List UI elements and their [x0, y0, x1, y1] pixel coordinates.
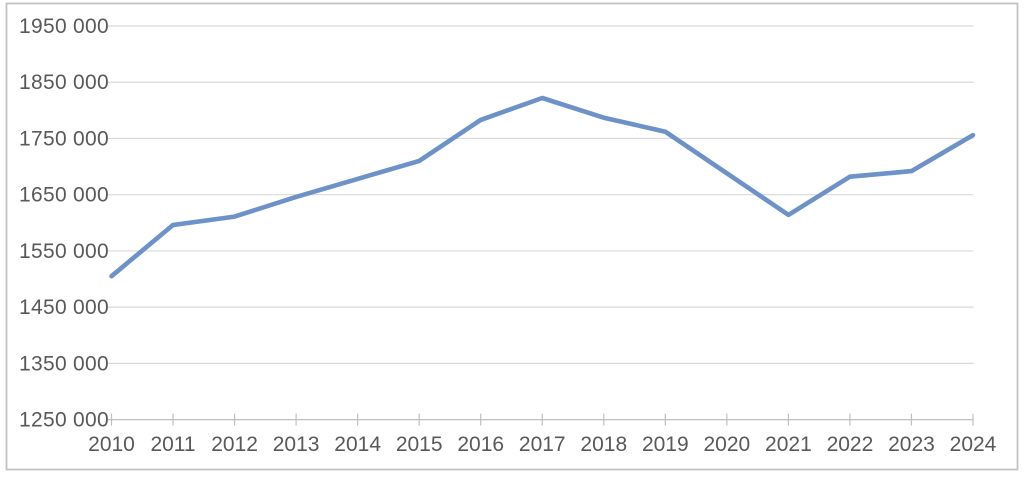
x-axis-tick-label: 2021: [765, 433, 812, 456]
y-axis-tick-label: 1750 000: [19, 127, 109, 150]
x-axis-tick-label: 2020: [703, 433, 750, 456]
y-axis-tick-label: 1850 000: [19, 71, 109, 94]
x-axis-tick-label: 2023: [888, 433, 935, 456]
y-axis-tick-label: 1650 000: [19, 184, 109, 207]
x-axis-tick-label: 2016: [457, 433, 504, 456]
y-axis-tick-label: 1450 000: [19, 296, 109, 319]
y-axis-tick-label: 1950 000: [19, 15, 109, 38]
x-axis-tick-label: 2024: [950, 433, 997, 456]
gridlines: [108, 25, 974, 364]
x-axis-tick-label: 2022: [827, 433, 874, 456]
y-axis-tick-label: 1350 000: [19, 352, 109, 375]
x-axis-tick-label: 2019: [642, 433, 689, 456]
x-axis-tick-label: 2014: [334, 433, 381, 456]
x-axis-tick-label: 2018: [580, 433, 627, 456]
series-line: [109, 95, 976, 279]
x-axis-tick-label: 2015: [396, 433, 443, 456]
x-axis-tick-label: 2012: [211, 433, 258, 456]
x-axis: [108, 413, 974, 426]
x-axis-tick-label: 2017: [519, 433, 566, 456]
x-axis-tick-label: 2011: [150, 433, 195, 456]
data-series: [109, 95, 976, 279]
chart-frame: [5, 2, 1019, 471]
axis-labels: 1250 000 1350 000 1450 000 1550 000 1650 000…: [19, 15, 997, 456]
chart-border: [5, 2, 1019, 471]
y-axis-tick-label: 1250 000: [19, 409, 109, 432]
y-axis-tick-label: 1550 000: [19, 240, 109, 263]
x-axis-tick-label: 2010: [88, 433, 135, 456]
x-axis-tick-label: 2013: [273, 433, 320, 456]
